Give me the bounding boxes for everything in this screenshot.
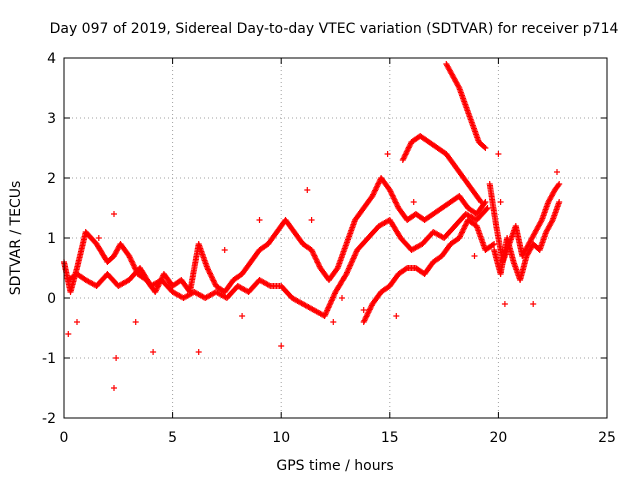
data-point	[555, 182, 562, 189]
data-point	[545, 199, 552, 205]
data-point	[330, 319, 337, 325]
series-isolated	[65, 151, 560, 391]
x-tick-label: 0	[60, 430, 69, 446]
data-point	[278, 343, 285, 349]
data-point	[388, 191, 395, 198]
x-tick-label: 25	[598, 430, 616, 446]
series-track-7	[491, 199, 563, 283]
data-point	[455, 83, 462, 90]
data-point	[483, 206, 490, 213]
data-point	[481, 144, 488, 150]
x-tick-label: 15	[381, 430, 399, 446]
data-point	[478, 199, 484, 205]
data-point	[195, 349, 202, 355]
data-point	[481, 200, 488, 207]
data-point	[491, 241, 498, 247]
x-axis-label: GPS time / hours	[276, 458, 393, 474]
data-point	[477, 197, 484, 204]
series-track-4	[399, 133, 484, 205]
data-point	[538, 218, 545, 225]
x-tick-label: 10	[272, 430, 290, 446]
data-point	[239, 313, 246, 319]
data-point	[256, 217, 263, 223]
data-point	[484, 205, 491, 211]
series-track-2	[65, 205, 491, 319]
data-point	[549, 218, 555, 225]
data-point	[402, 265, 409, 272]
y-tick-label: -2	[42, 411, 56, 427]
data-point	[308, 217, 315, 223]
data-point	[113, 355, 120, 361]
grid-lines	[64, 58, 607, 418]
data-point	[536, 221, 543, 227]
data-point	[471, 253, 478, 259]
data-point	[545, 225, 552, 231]
x-axis: 0 5 10 15 20 25	[60, 58, 616, 446]
data-point	[187, 283, 193, 289]
data-point	[489, 241, 496, 248]
data-point	[384, 151, 391, 157]
data-point	[221, 247, 228, 253]
data-point	[111, 211, 117, 217]
data-point	[132, 319, 139, 325]
data-point	[530, 233, 537, 239]
data-point	[74, 319, 80, 325]
y-tick-label: -1	[42, 351, 56, 367]
data-point	[360, 307, 367, 313]
y-axis-label: SDTVAR / TECUs	[8, 181, 24, 296]
data-point	[310, 251, 317, 258]
data-point	[556, 181, 563, 187]
data-point	[495, 151, 502, 157]
data-point	[530, 301, 537, 307]
y-axis: -2 -1 0 1 2 3 4	[42, 51, 607, 427]
data-point	[65, 331, 72, 337]
y-tick-label: 4	[47, 51, 56, 67]
data-point	[482, 145, 489, 151]
data-point	[554, 169, 560, 175]
data-point	[543, 229, 550, 235]
x-tick-label: 5	[168, 430, 177, 446]
plot-frame	[63, 57, 608, 419]
data-marks	[61, 61, 563, 391]
data-point	[266, 282, 272, 289]
chart-title: Day 097 of 2019, Sidereal Day-to-day VTE…	[50, 21, 619, 37]
series-track-3	[360, 217, 498, 325]
data-point	[410, 199, 417, 205]
data-point	[339, 295, 345, 301]
y-tick-label: 0	[47, 291, 56, 307]
y-tick-label: 2	[47, 171, 56, 187]
y-tick-label: 3	[47, 111, 56, 127]
y-tick-label: 1	[47, 231, 56, 247]
data-point	[556, 199, 563, 205]
data-point	[458, 230, 465, 237]
data-point	[501, 301, 508, 307]
data-point	[549, 191, 556, 197]
data-point	[150, 349, 157, 355]
x-tick-label: 20	[489, 430, 507, 446]
data-point	[304, 187, 311, 193]
series-track-5	[443, 61, 489, 151]
data-point	[111, 385, 117, 391]
data-point	[95, 235, 102, 241]
data-point	[393, 313, 400, 319]
data-point	[497, 199, 504, 205]
